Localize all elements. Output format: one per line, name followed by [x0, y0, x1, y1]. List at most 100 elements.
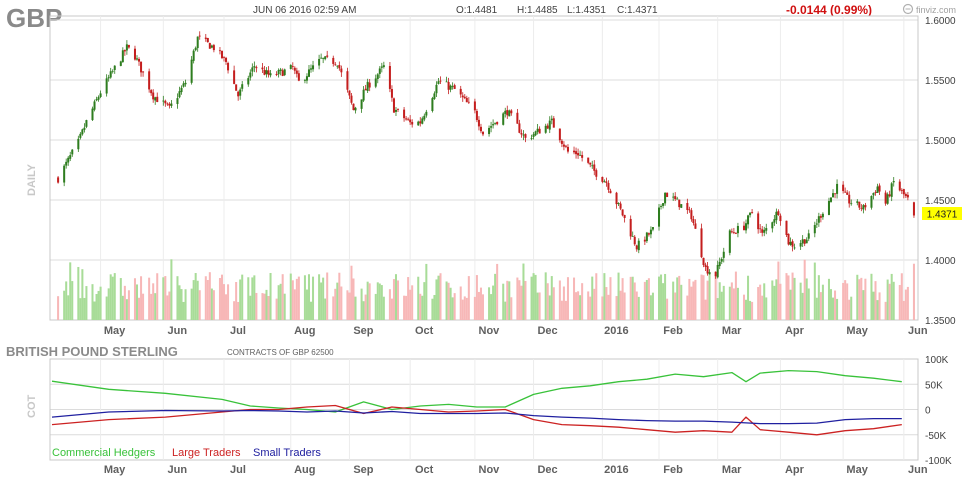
candle [789, 237, 792, 246]
candle [736, 222, 739, 238]
volume-bar [348, 292, 351, 320]
candle [407, 117, 410, 121]
candle [704, 262, 707, 272]
candle [815, 218, 818, 228]
volume-bar [538, 292, 541, 320]
candle [870, 195, 873, 210]
candle-body [757, 213, 760, 230]
candle [832, 189, 835, 199]
candle [152, 89, 155, 103]
volume-bar [510, 297, 513, 320]
volume-bar [275, 298, 278, 320]
candle-body [821, 213, 824, 218]
candle-body [718, 261, 721, 267]
candle [619, 201, 622, 211]
finviz-logo[interactable]: finviz.com [902, 3, 957, 16]
candle [536, 123, 539, 135]
candle [742, 221, 746, 231]
candle [227, 61, 230, 74]
candle-body [649, 229, 652, 235]
candle-body [423, 115, 426, 120]
volume-bar [878, 292, 881, 320]
candle-body [459, 88, 462, 95]
candle [803, 239, 806, 247]
candle [447, 77, 450, 95]
volume-bar [836, 298, 839, 320]
volume-bar [676, 277, 679, 320]
candle-body [912, 202, 915, 216]
candle-body [57, 177, 60, 183]
candle [504, 107, 507, 118]
volume-bar [113, 273, 116, 320]
period-label-daily: DAILY [26, 163, 38, 196]
candle-body [876, 186, 879, 193]
volume-bar [581, 283, 584, 320]
volume-bar [279, 283, 282, 320]
price-x-tick-label: May [846, 325, 868, 337]
candle [674, 192, 677, 201]
volume-bar [690, 286, 693, 320]
candle [465, 95, 468, 103]
candle-body [451, 86, 454, 88]
candle [360, 99, 363, 113]
candle-body [858, 201, 861, 208]
candle [813, 221, 816, 238]
volume-bar [417, 276, 420, 320]
volume-bar [208, 272, 211, 320]
candle-body [123, 50, 126, 52]
candle [716, 260, 719, 279]
cot-subtitle: CONTRACTS OF GBP 62500 [227, 348, 334, 357]
volume-bar [564, 300, 567, 320]
price-x-tick-label: Oct [415, 325, 434, 337]
candle [886, 192, 889, 205]
candle [601, 176, 604, 184]
candle-body [97, 97, 100, 100]
candle-body [142, 71, 145, 73]
cot-x-tick-label: Jun [908, 464, 928, 476]
candle [170, 100, 173, 108]
candle [589, 162, 592, 168]
volume-bar [218, 278, 221, 320]
candle [63, 164, 66, 187]
candle-body [312, 65, 315, 70]
volume-bar [609, 277, 612, 320]
volume-bar [819, 292, 822, 320]
candle [105, 74, 108, 97]
cot-line-small-traders [51, 409, 902, 425]
candle [212, 43, 215, 53]
candle-body [127, 44, 130, 48]
volume-bar [168, 291, 171, 320]
price-x-axis: May Jun Jul Aug Sep Oct Nov Dec 2016 Feb Mar Apr May… [104, 325, 928, 337]
volume-bar [322, 277, 325, 320]
candle [156, 92, 159, 103]
candle [477, 116, 480, 131]
volume-bar [394, 274, 397, 320]
candle [621, 209, 624, 217]
cot-x-tick-label: Dec [537, 464, 557, 476]
candle-body [156, 96, 159, 103]
candle-body [672, 196, 675, 198]
volume-bar [728, 286, 731, 320]
volume-bar [736, 287, 739, 320]
candle [692, 215, 695, 226]
candle-body [196, 36, 199, 49]
candle-body [496, 121, 499, 125]
candle-body [208, 43, 211, 49]
candle [107, 74, 110, 82]
volume-bar [490, 294, 493, 320]
candle [91, 106, 94, 121]
volume-bar [267, 296, 270, 320]
candle [577, 148, 580, 159]
volume-bar [747, 275, 750, 320]
volume-bar [749, 300, 752, 320]
candle [765, 223, 768, 235]
candle [488, 125, 491, 137]
volume-bar [765, 297, 768, 320]
volume-bar [475, 275, 478, 320]
volume-bar [587, 291, 590, 320]
volume-bar [874, 281, 877, 320]
candle [222, 56, 226, 62]
candle-body [421, 118, 424, 124]
volume-bar [692, 281, 695, 320]
volume-bar [856, 274, 859, 320]
